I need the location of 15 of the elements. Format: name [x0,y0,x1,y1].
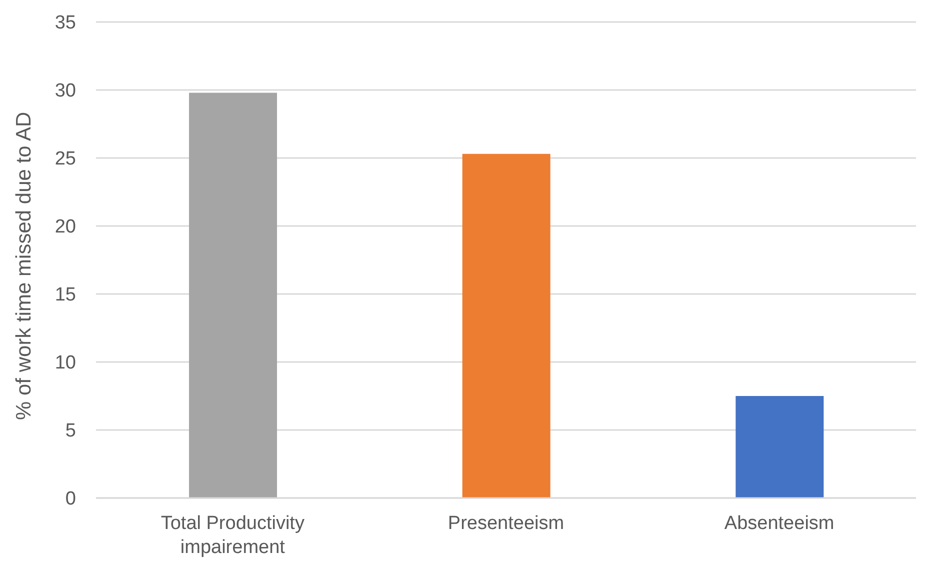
y-tick-label: 5 [65,420,76,442]
x-tick-label: Presenteeism [448,513,564,534]
x-tick-label: Total Productivity impairement [160,513,305,558]
bar [189,92,277,498]
bar [736,396,824,498]
x-tick-label: Absenteeism [724,513,834,534]
y-tick-label: 15 [54,284,76,306]
y-tick-label: 35 [54,12,76,34]
y-tick-label: 30 [54,80,76,102]
y-tick-label: 10 [54,352,76,374]
y-axis-title: % of work time missed due to AD [12,112,36,420]
y-tick-label: 25 [54,148,76,170]
bar [462,154,550,498]
y-tick-label: 20 [54,216,76,238]
y-tick-label: 0 [65,488,76,510]
